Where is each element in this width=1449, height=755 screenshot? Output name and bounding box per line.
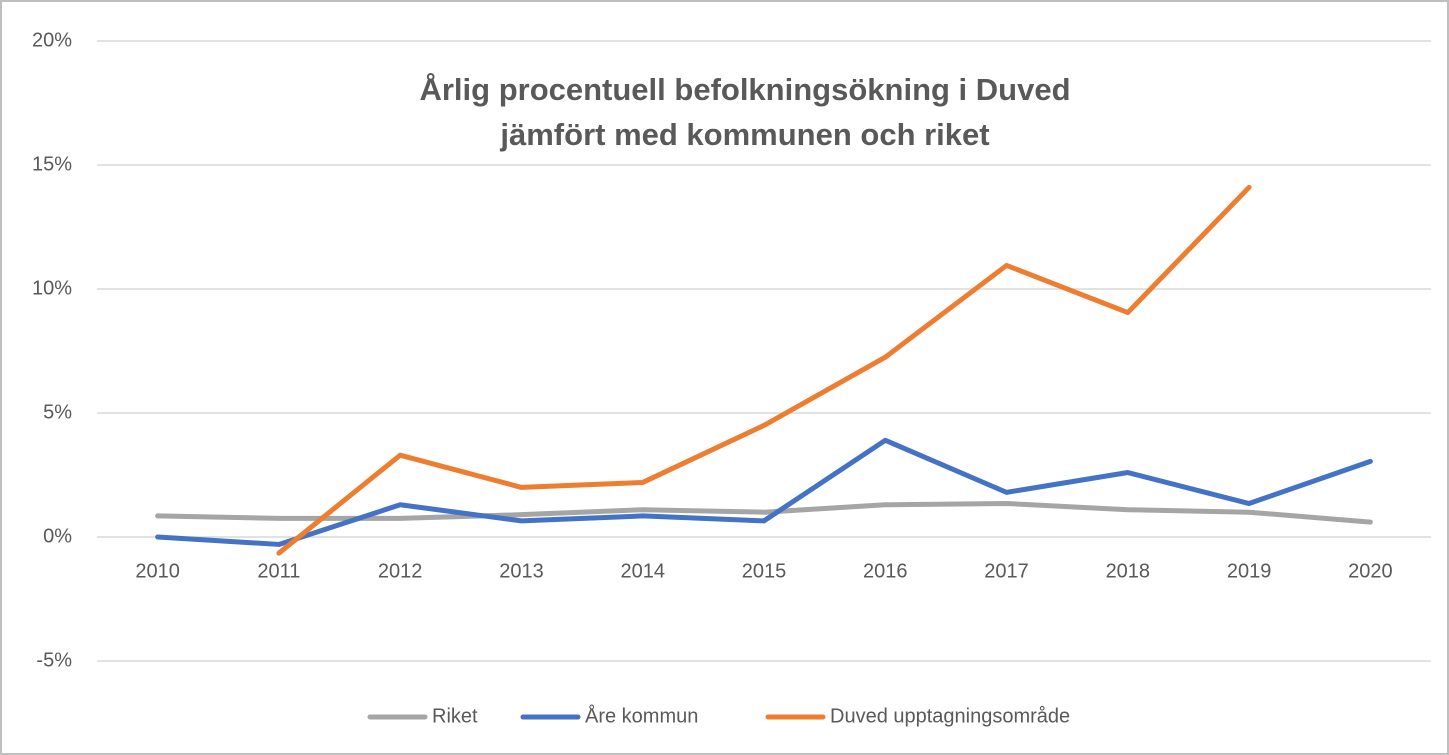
chart-title: Årlig procentuell befolkningsökning i Du…	[419, 72, 1070, 107]
chart-title: jämfört med kommunen och riket	[499, 117, 989, 152]
x-tick-label: 2019	[1227, 560, 1272, 582]
legend-label: Duved upptagningsområde	[830, 705, 1070, 727]
y-tick-label: 20%	[32, 29, 72, 51]
x-tick-label: 2017	[984, 560, 1029, 582]
x-tick-label: 2014	[620, 560, 665, 582]
series-line	[155, 437, 1373, 547]
x-tick-label: 2011	[257, 560, 300, 582]
x-tick-label: 2016	[863, 560, 908, 582]
y-tick-label: 15%	[32, 153, 72, 175]
x-tick-label: 2015	[742, 560, 787, 582]
x-tick-label: 2012	[378, 560, 423, 582]
y-tick-label: 5%	[43, 401, 72, 423]
legend-label: Åre kommun	[585, 704, 698, 727]
x-tick-label: 2010	[135, 560, 180, 582]
x-tick-label: 2018	[1106, 560, 1151, 582]
y-tick-label: 0%	[43, 525, 72, 547]
legend-label: Riket	[432, 705, 478, 727]
y-tick-label: -5%	[36, 649, 72, 671]
x-tick-label: 2020	[1348, 560, 1393, 582]
x-tick-label: 2013	[499, 560, 544, 582]
y-tick-label: 10%	[32, 277, 72, 299]
series-line	[276, 184, 1252, 556]
